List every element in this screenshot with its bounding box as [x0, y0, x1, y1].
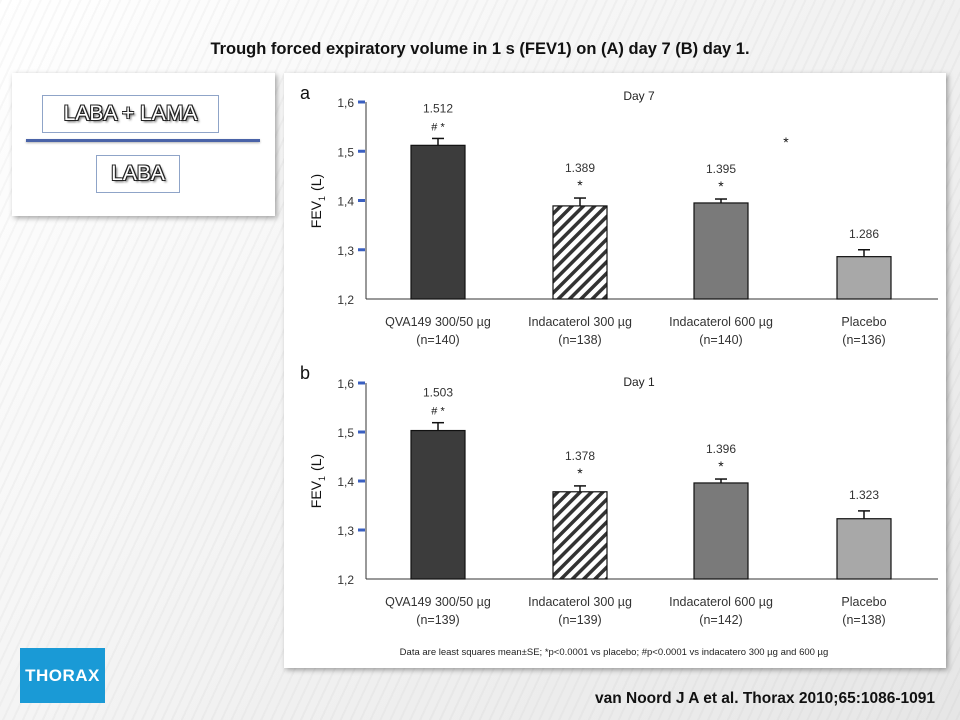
citation: van Noord J A et al. Thorax 2010;65:1086…: [594, 690, 935, 707]
panel-a-significance: *: [718, 178, 724, 194]
panel-b-ylabel: FEV1(L): [308, 454, 327, 508]
panel-b-category-label: Placebo: [841, 595, 886, 609]
panel-b-letter: b: [300, 363, 310, 383]
panel-b-ytick-label: 1,5: [337, 426, 354, 440]
panel-b-ytick-label: 1,6: [337, 377, 354, 391]
panel-b-significance: *: [718, 458, 724, 474]
panel-a-significance: # *: [431, 121, 445, 133]
panel-b-value-label: 1.323: [849, 488, 879, 502]
legend-divider: [26, 139, 260, 142]
panel-b-category-n: (n=139): [558, 613, 601, 627]
chart-card: Data are least squares mean±SE; *p<0.000…: [284, 73, 946, 668]
panel-a-bar: [836, 256, 892, 300]
panel-a-value-label: 1.286: [849, 227, 879, 241]
panel-a-bar: [693, 202, 749, 300]
fev1-charts: Data are least squares mean±SE; *p<0.000…: [300, 83, 938, 658]
panel-a-ytick-label: 1,6: [337, 96, 354, 110]
panel-a-category-n: (n=140): [699, 333, 742, 347]
panel-b-category-n: (n=139): [416, 613, 459, 627]
panel-a-ytick-label: 1,2: [337, 293, 354, 307]
panel-b-ytick-label: 1,4: [337, 475, 354, 489]
panel-a-category-n: (n=138): [558, 333, 601, 347]
panel-b-value-label: 1.378: [565, 449, 595, 463]
panel-b-significance: *: [577, 465, 583, 481]
panel-a-value-label: 1.395: [706, 162, 736, 176]
panel-a-significance: *: [577, 177, 583, 193]
panel-a-category-label: Indacaterol 300 µg: [528, 315, 632, 329]
panel-b-bar: [693, 482, 749, 580]
panel-a-value-label: 1.389: [565, 161, 595, 175]
panel-b-category-n: (n=142): [699, 613, 742, 627]
panel-a-category-n: (n=140): [416, 333, 459, 347]
panel-b-category-label: Indacaterol 300 µg: [528, 595, 632, 609]
panel-b-category-label: QVA149 300/50 µg: [385, 595, 491, 609]
panel-b-ytick-label: 1,3: [337, 524, 354, 538]
panel-a-bar: [552, 205, 608, 300]
panel-a-ytick-label: 1,5: [337, 145, 354, 159]
panel-a-value-label: 1.512: [423, 101, 453, 115]
panel-a-category-label: Indacaterol 600 µg: [669, 315, 773, 329]
panel-b-bar: [552, 491, 608, 580]
slide-title: Trough forced expiratory volume in 1 s (…: [210, 40, 750, 58]
panel-a-category-label: QVA149 300/50 µg: [385, 315, 491, 329]
panel-a-title: Day 7: [623, 89, 655, 103]
legend-laba-lama: LABA + LAMA: [42, 95, 219, 133]
panel-a-ytick-label: 1,3: [337, 244, 354, 258]
panel-b-ytick-label: 1,2: [337, 573, 354, 587]
panel-a-category-label: Placebo: [841, 315, 886, 329]
legend-card: LABA + LAMA LABA: [12, 73, 275, 216]
thorax-logo: THORAX: [20, 648, 105, 703]
panel-b-title: Day 1: [623, 375, 655, 389]
panel-a-bar: [410, 144, 466, 300]
panel-b-value-label: 1.396: [706, 442, 736, 456]
panel-a-extra-marker: *: [783, 134, 789, 150]
panel-a-category-n: (n=136): [842, 333, 885, 347]
panel-b-significance: # *: [431, 406, 445, 418]
panel-b-bar: [836, 518, 892, 580]
panel-a-ytick-label: 1,4: [337, 195, 354, 209]
panel-b-value-label: 1.503: [423, 386, 453, 400]
panel-b-category-n: (n=138): [842, 613, 885, 627]
legend-laba: LABA: [96, 155, 180, 193]
panel-b-bar: [410, 429, 466, 580]
panel-a-ylabel: FEV1(L): [308, 174, 327, 228]
footnote: Data are least squares mean±SE; *p<0.000…: [400, 647, 829, 658]
panel-a-letter: a: [300, 83, 311, 103]
panel-b-category-label: Indacaterol 600 µg: [669, 595, 773, 609]
